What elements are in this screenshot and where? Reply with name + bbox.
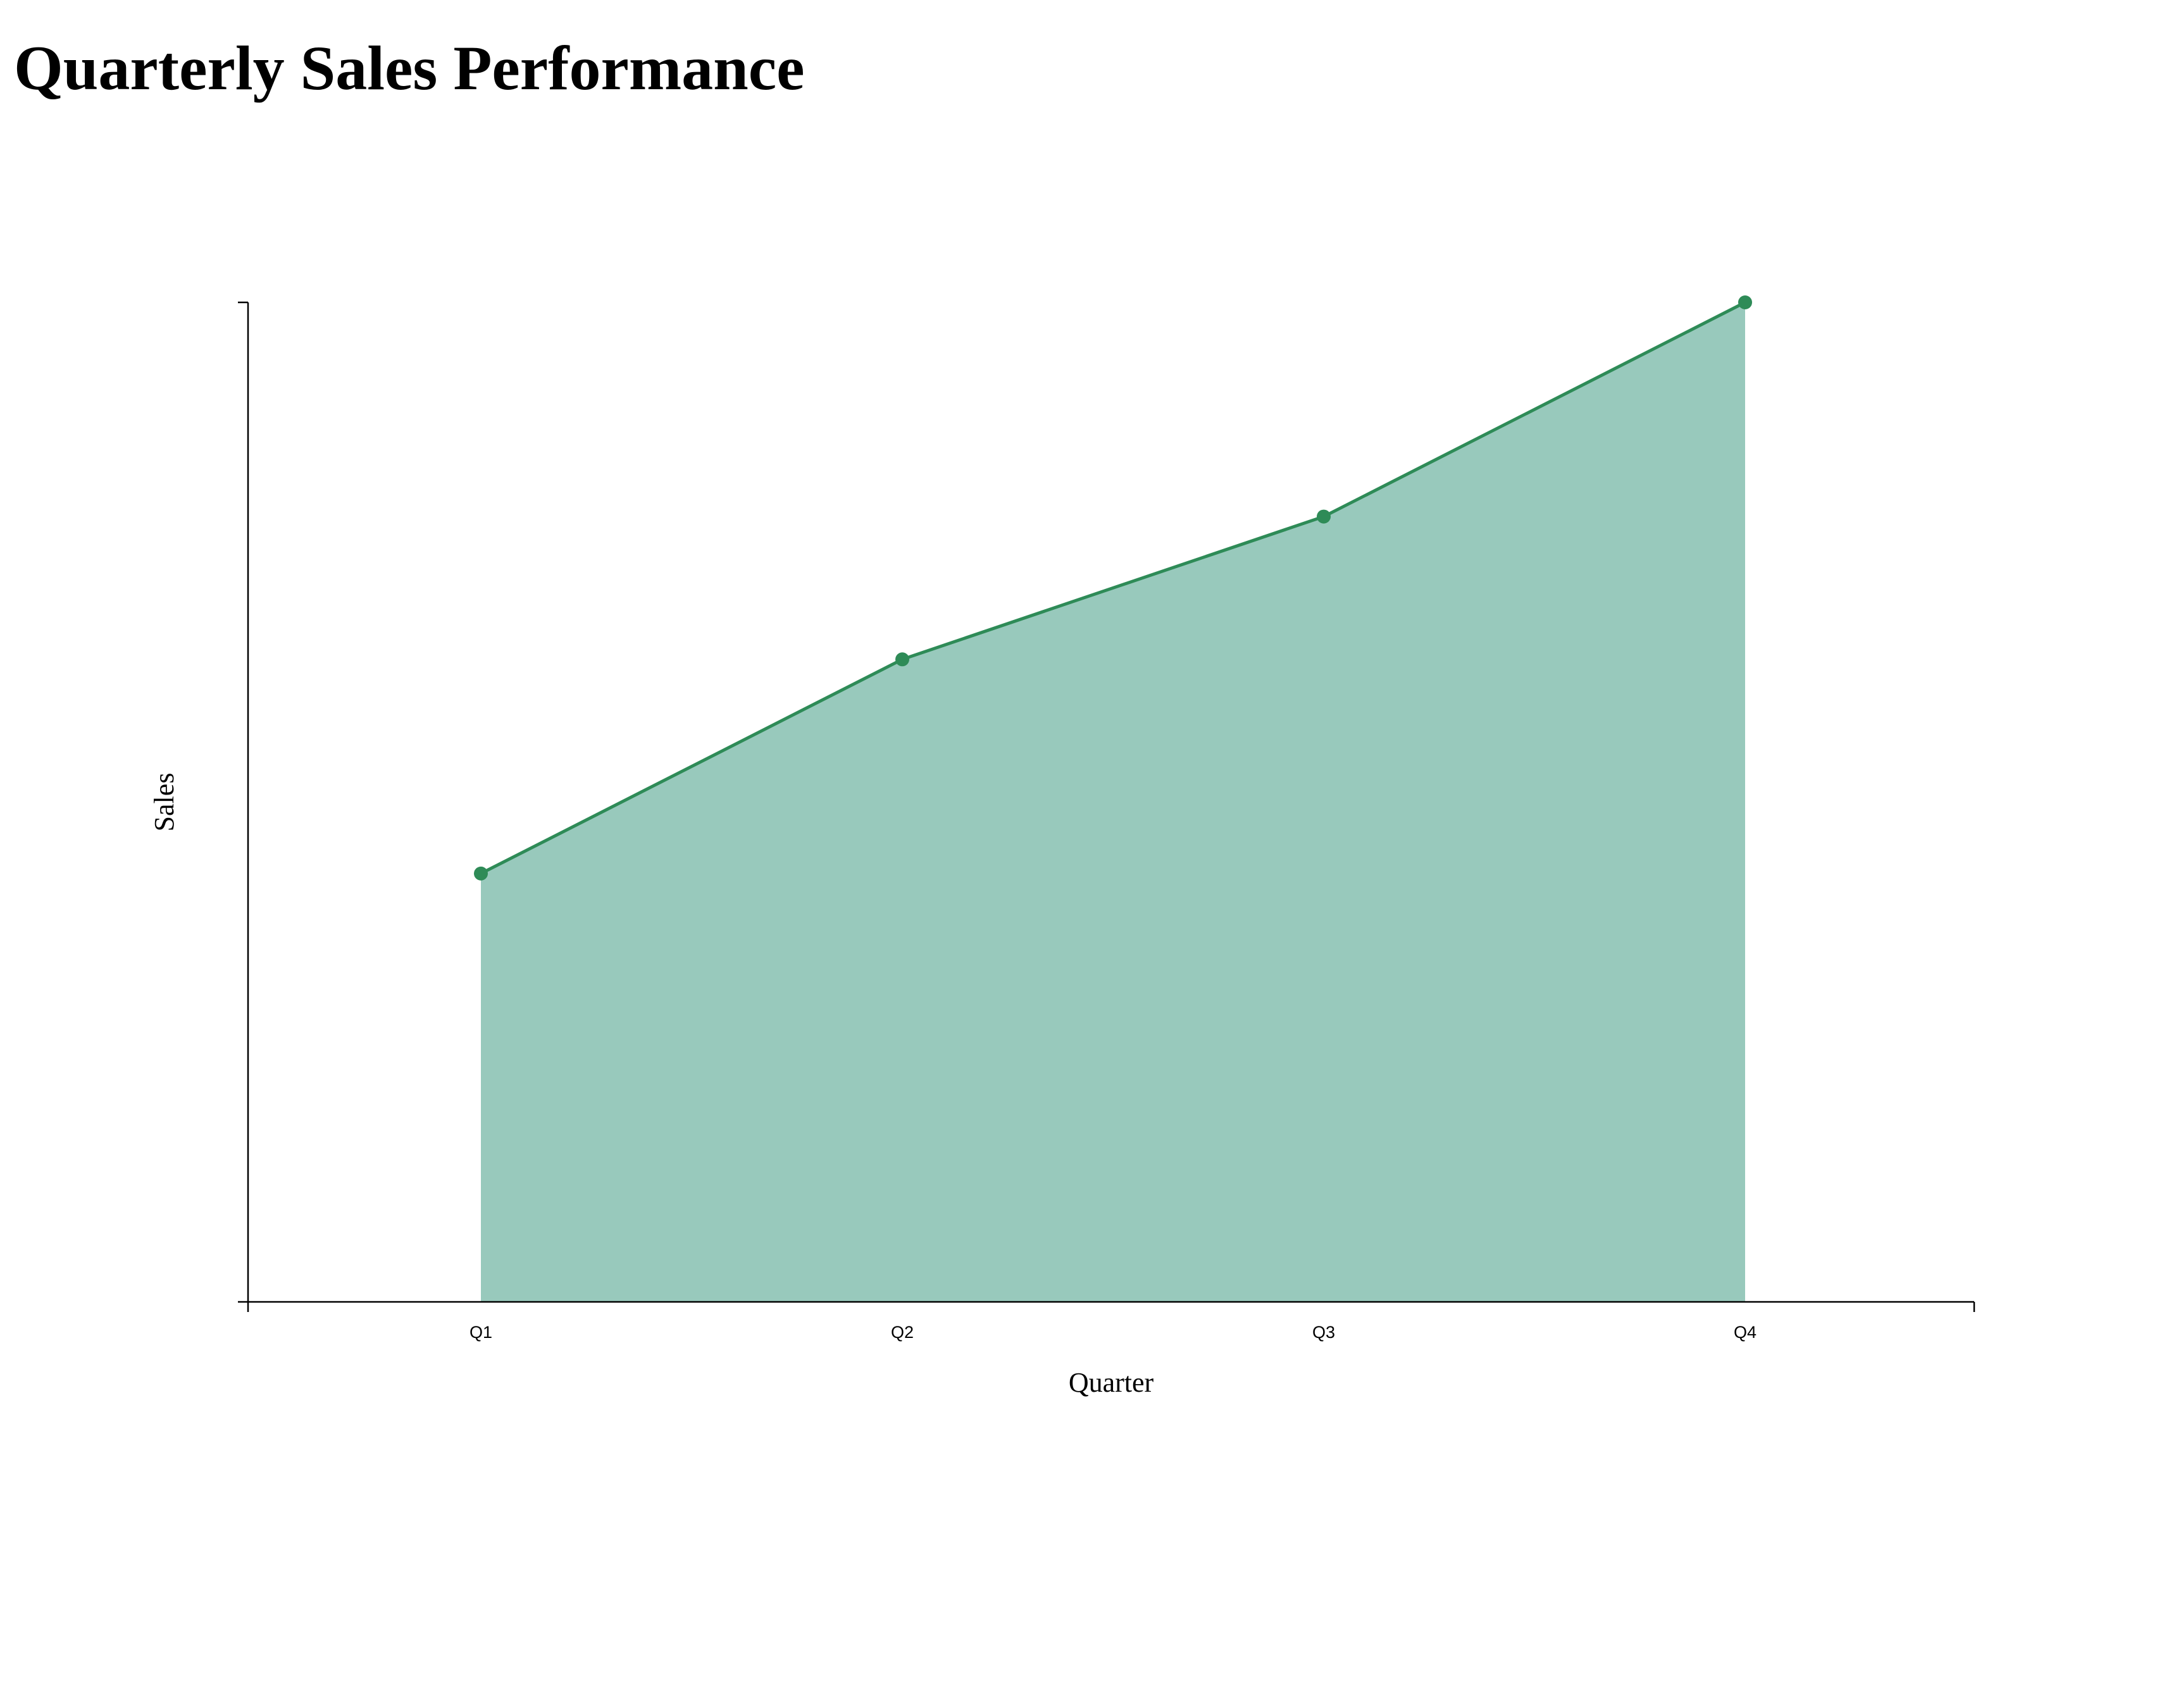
data-points bbox=[474, 295, 1752, 881]
y-axis-title: Sales bbox=[149, 773, 180, 832]
data-point-q1 bbox=[474, 866, 488, 881]
x-tick-label-q1: Q1 bbox=[469, 1323, 492, 1342]
chart-title: Quarterly Sales Performance bbox=[14, 33, 805, 103]
x-axis-title: Quarter bbox=[1069, 1367, 1154, 1398]
data-point-q4 bbox=[1738, 295, 1752, 309]
series-line bbox=[480, 300, 1746, 876]
data-point-q3 bbox=[1317, 509, 1331, 524]
x-tick-labels: Q1 Q2 Q3 Q4 bbox=[469, 1323, 1757, 1342]
data-point-q2 bbox=[895, 652, 909, 667]
area-fill bbox=[481, 302, 1745, 1302]
x-tick-label-q3: Q3 bbox=[1312, 1323, 1335, 1342]
x-tick-label-q4: Q4 bbox=[1734, 1323, 1757, 1342]
axis-ticks bbox=[238, 301, 1975, 1312]
x-tick-label-q2: Q2 bbox=[891, 1323, 914, 1342]
